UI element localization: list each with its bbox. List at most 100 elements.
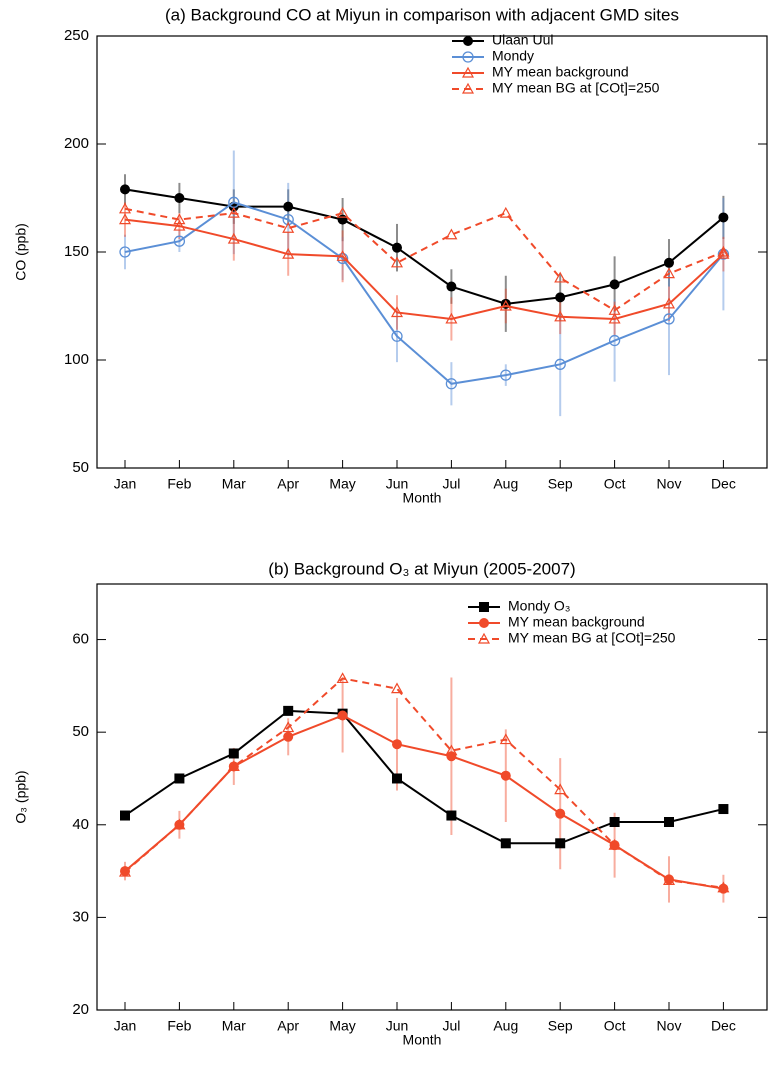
marker [479,602,489,612]
series-line [124,677,724,889]
x-tick-label: Dec [711,476,736,492]
y-tick-label: 250 [64,27,89,44]
marker [479,618,489,628]
marker [662,297,676,309]
x-tick-label: Apr [277,1018,299,1034]
legend-label: MY mean BG at [COt]=250 [492,80,660,96]
y-axis-label: O₃ (ppb) [13,770,29,823]
x-axis-label: Month [403,1032,442,1048]
series-line [124,218,725,320]
marker [499,299,512,311]
legend-label: MY mean BG at [COt]=250 [508,630,676,646]
series-line [124,207,724,312]
marker [446,751,457,762]
x-tick-label: Apr [277,476,299,492]
marker [461,82,475,94]
plot-frame [96,583,768,1011]
marker [662,267,676,279]
y-tick-label: 100 [64,351,89,368]
marker [283,731,294,742]
legend-label: Mondy O₃ [508,598,571,614]
legend-label: MY mean background [508,614,645,630]
marker [227,760,240,772]
y-axis-label: CO (ppb) [13,223,29,281]
marker [337,710,348,721]
marker [461,66,475,78]
marker [119,246,131,258]
x-tick-label: Jul [442,1018,460,1034]
marker [500,369,512,381]
marker [663,313,675,325]
marker [608,334,621,347]
marker [445,378,458,390]
marker [500,770,511,781]
x-tick-label: Feb [167,476,191,492]
y-tick-label: 200 [64,135,89,152]
series-line [124,709,724,845]
x-tick-label: Mar [222,1018,246,1034]
marker [445,312,458,324]
marker [336,250,349,261]
marker [445,744,458,756]
marker [446,810,457,821]
marker [717,881,730,893]
marker [282,222,295,233]
legend-label: Ulaan Uul [492,32,553,48]
series-line [124,201,725,385]
marker [282,213,294,226]
marker [174,773,185,784]
marker [337,214,348,225]
x-tick-label: Oct [604,476,626,492]
marker [499,733,512,745]
x-tick-label: Aug [493,476,518,492]
x-tick-label: Jan [114,476,137,492]
x-tick-label: Jun [386,476,409,492]
marker [173,219,186,231]
marker [445,228,458,240]
x-tick-label: Jan [114,1018,137,1034]
marker [463,36,473,46]
marker [174,193,185,203]
marker [118,202,132,214]
marker [392,739,402,750]
y-tick-label: 150 [64,243,89,260]
marker [554,271,567,283]
marker [555,838,566,849]
y-tick-label: 50 [72,459,89,476]
marker [500,838,511,849]
x-tick-label: Jul [442,476,460,492]
y-tick-label: 50 [72,723,89,740]
marker [228,748,239,759]
marker [392,773,402,784]
marker [717,245,730,257]
marker [555,292,566,303]
x-tick-label: Oct [604,1018,626,1034]
x-tick-label: Nov [657,476,682,492]
legend-label: Mondy [492,48,534,64]
y-tick-label: 60 [72,631,89,648]
marker [336,252,349,265]
marker [120,810,130,821]
marker [446,281,457,292]
plot-frame [96,35,768,469]
x-tick-label: Jun [386,1018,409,1034]
series-line [124,714,724,890]
marker [282,247,295,259]
marker [283,201,294,212]
chart-title: (b) Background O₃ at Miyun (2005-2007) [268,559,575,578]
marker [282,721,295,733]
marker [499,206,512,218]
x-tick-label: Dec [711,1018,736,1034]
marker [718,212,729,223]
marker [392,242,402,253]
marker [390,256,404,268]
marker [664,817,674,828]
marker [554,310,567,322]
marker [609,817,620,828]
x-tick-label: Aug [493,1018,518,1034]
y-tick-label: 20 [72,1001,89,1018]
x-tick-label: Sep [548,1018,573,1034]
legend-label: MY mean background [492,64,629,80]
marker [227,232,240,244]
